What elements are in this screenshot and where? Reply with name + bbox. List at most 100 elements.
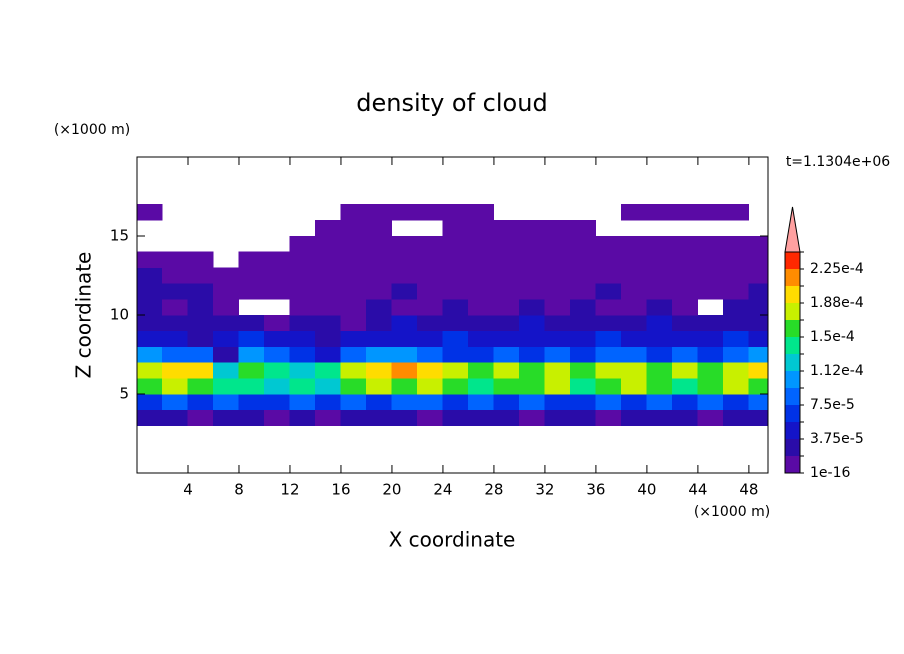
contour-cell xyxy=(697,314,724,332)
contour-cell xyxy=(544,283,571,300)
contour-cell xyxy=(519,346,546,363)
contour-cell xyxy=(238,251,265,268)
contour-cell xyxy=(340,235,367,253)
contour-cell xyxy=(162,362,189,379)
contour-cell xyxy=(468,377,495,395)
contour-cell xyxy=(519,219,546,237)
contour-cell xyxy=(442,330,469,347)
contour-cell xyxy=(468,314,495,332)
contour-cell xyxy=(570,283,597,300)
contour-cell xyxy=(213,298,240,316)
contour-cell xyxy=(442,235,469,253)
contour-cell xyxy=(646,409,673,426)
contour-cell xyxy=(391,330,418,347)
contour-cell xyxy=(366,219,393,237)
contour-cell xyxy=(595,298,622,316)
x-tick-label: 20 xyxy=(382,481,401,499)
contour-cell xyxy=(723,235,750,253)
contour-cell xyxy=(672,283,699,300)
x-tick-label: 4 xyxy=(183,481,193,499)
contour-cell xyxy=(672,409,699,426)
contour-cell xyxy=(723,251,750,268)
contour-cell xyxy=(646,330,673,347)
contour-cell xyxy=(621,251,648,268)
contour-cell xyxy=(315,393,342,411)
contour-cell xyxy=(723,283,750,300)
colorbar-label: 1e-16 xyxy=(810,465,850,481)
contour-cell xyxy=(391,362,418,379)
contour-cell xyxy=(137,362,163,379)
contour-cell xyxy=(621,346,648,363)
contour-cell xyxy=(315,251,342,268)
contour-cell xyxy=(238,267,265,284)
contour-cell xyxy=(264,251,291,268)
contour-cell xyxy=(391,377,418,395)
contour-cell xyxy=(213,283,240,300)
colorbar-label: 1.12e-4 xyxy=(810,363,864,379)
contour-cell xyxy=(238,330,265,347)
contour-cell xyxy=(366,204,393,221)
contour-cell xyxy=(442,219,469,237)
contour-cell xyxy=(544,267,571,284)
x-tick-label: 24 xyxy=(433,481,452,499)
colorbar-band xyxy=(785,388,800,405)
contour-cell xyxy=(442,409,469,426)
x-tick-label: 44 xyxy=(688,481,707,499)
contour-cell xyxy=(340,409,367,426)
contour-cell xyxy=(289,409,316,426)
contour-cell xyxy=(137,409,163,426)
contour-cell xyxy=(468,393,495,411)
contour-cell xyxy=(391,314,418,332)
contour-cell xyxy=(417,204,444,221)
y-tick-label: 15 xyxy=(110,227,129,245)
contour-cell xyxy=(468,219,495,237)
x-tick-label: 16 xyxy=(331,481,350,499)
contour-cell xyxy=(468,267,495,284)
contour-cell xyxy=(723,377,750,395)
contour-cell xyxy=(264,330,291,347)
contour-cell xyxy=(315,283,342,300)
contour-cell xyxy=(137,204,163,221)
contour-cell xyxy=(723,409,750,426)
contour-cell xyxy=(366,298,393,316)
contour-cell xyxy=(595,251,622,268)
colorbar-band xyxy=(785,337,800,354)
colorbar-band xyxy=(785,456,800,473)
contour-cell xyxy=(621,283,648,300)
contour-cell xyxy=(315,314,342,332)
contour-cell xyxy=(697,235,724,253)
x-tick-label: 28 xyxy=(484,481,503,499)
contour-cell xyxy=(315,330,342,347)
contour-cell xyxy=(289,314,316,332)
contour-cell xyxy=(519,393,546,411)
contour-cell xyxy=(264,393,291,411)
colorbar-label: 7.5e-5 xyxy=(810,397,855,413)
contour-cell xyxy=(366,251,393,268)
contour-cell xyxy=(315,409,342,426)
contour-cell xyxy=(213,267,240,284)
contour-cell xyxy=(315,346,342,363)
contour-cell xyxy=(672,267,699,284)
contour-cell xyxy=(442,346,469,363)
contour-cell xyxy=(595,314,622,332)
contour-cell xyxy=(366,409,393,426)
contour-cell xyxy=(672,298,699,316)
contour-cell xyxy=(340,283,367,300)
contour-cell xyxy=(289,298,316,316)
contour-cell xyxy=(187,393,214,411)
contour-cell xyxy=(417,283,444,300)
contour-cell xyxy=(672,393,699,411)
contour-cell xyxy=(697,409,724,426)
contour-cell xyxy=(238,314,265,332)
contour-cell xyxy=(493,298,520,316)
contour-cell xyxy=(187,346,214,363)
contour-cell xyxy=(570,219,597,237)
contour-cell xyxy=(570,346,597,363)
contour-cell xyxy=(162,346,189,363)
contour-cell xyxy=(213,314,240,332)
x-tick-label: 36 xyxy=(586,481,605,499)
contour-cell xyxy=(493,362,520,379)
colorbar-extend xyxy=(784,206,801,253)
contour-cell xyxy=(187,283,214,300)
